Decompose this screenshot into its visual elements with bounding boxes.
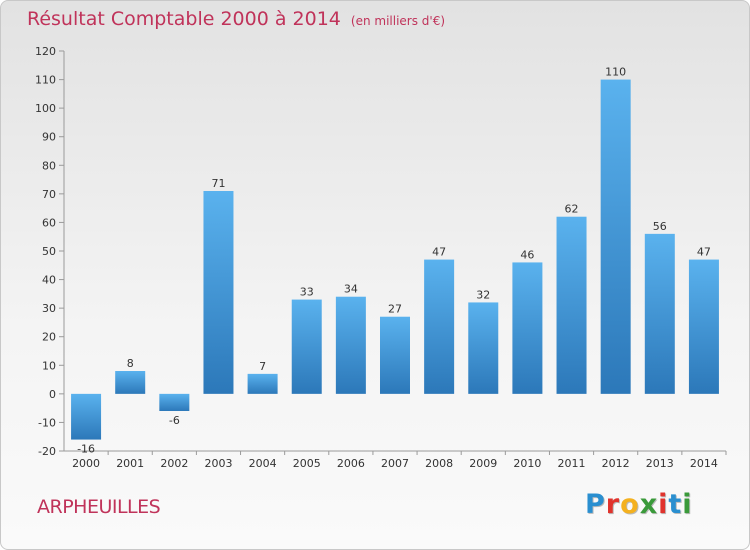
y-tick-label: 0	[49, 388, 56, 401]
y-tick-label: -20	[38, 445, 56, 458]
data-label: 62	[565, 203, 579, 216]
y-tick-label: 80	[42, 159, 56, 172]
y-tick-label: 70	[42, 188, 56, 201]
bar	[247, 373, 278, 394]
bar	[380, 316, 410, 394]
chart-title: Résultat Comptable 2000 à 2014 (en millie…	[27, 8, 445, 30]
x-tick-label: 2011	[558, 457, 586, 470]
y-tick-label: 30	[42, 302, 56, 315]
data-label: 33	[300, 286, 314, 299]
data-label: 56	[653, 220, 667, 233]
bar	[115, 371, 146, 394]
bar	[203, 191, 234, 394]
x-tick-label: 2013	[646, 457, 674, 470]
data-label: 47	[697, 246, 711, 259]
data-label: 7	[259, 360, 266, 373]
bar	[424, 259, 455, 394]
data-label: 32	[476, 288, 490, 301]
y-tick-label: 10	[42, 359, 56, 372]
data-label: 71	[211, 177, 225, 190]
x-tick-label: 2003	[204, 457, 232, 470]
bar	[291, 299, 322, 394]
bar	[468, 302, 499, 394]
place-name: ARPHEUILLES	[37, 496, 161, 518]
x-tick-label: 2004	[249, 457, 277, 470]
bar	[688, 259, 719, 394]
y-tick-label: 40	[42, 274, 56, 287]
x-tick-label: 2002	[160, 457, 188, 470]
logo-letter: o	[620, 489, 640, 520]
x-tick-label: 2007	[381, 457, 409, 470]
y-tick-label: 50	[42, 245, 56, 258]
y-tick-label: 20	[42, 331, 56, 344]
data-label: 46	[520, 248, 534, 261]
data-label: -6	[169, 414, 180, 427]
logo-letter: i	[682, 489, 693, 520]
bar	[71, 393, 102, 440]
y-tick-label: 120	[35, 45, 56, 58]
x-tick-label: 2012	[602, 457, 630, 470]
y-tick-label: 90	[42, 131, 56, 144]
y-tick-label: 110	[35, 74, 56, 87]
data-label: 110	[605, 66, 626, 79]
x-tick-label: 2006	[337, 457, 365, 470]
chart-subtitle: (en milliers d'€)	[350, 14, 446, 28]
title-text: Résultat Comptable 2000 à 2014	[27, 8, 341, 30]
logo-letter: t	[668, 489, 683, 520]
bar	[159, 393, 190, 411]
x-tick-label: 2009	[469, 457, 497, 470]
bar	[335, 296, 366, 394]
y-tick-label: -10	[38, 416, 56, 429]
data-label: -16	[77, 443, 95, 456]
logo-letter: i	[658, 489, 669, 520]
bar	[556, 216, 587, 394]
x-tick-label: 2008	[425, 457, 453, 470]
bar	[644, 233, 675, 394]
data-label: 47	[432, 246, 446, 259]
logo-letter: x	[639, 489, 659, 520]
data-label: 27	[388, 303, 402, 316]
bar	[512, 262, 543, 394]
x-tick-label: 2010	[513, 457, 541, 470]
y-tick-label: 60	[42, 216, 56, 229]
data-label: 8	[127, 357, 134, 370]
x-tick-label: 2014	[690, 457, 718, 470]
proxiti-logo: Proxiti	[585, 489, 693, 520]
bar	[600, 79, 631, 394]
x-tick-label: 2005	[293, 457, 321, 470]
data-label: 34	[344, 283, 358, 296]
logo-letter: r	[605, 489, 621, 520]
x-tick-label: 2000	[72, 457, 100, 470]
logo-letter: P	[585, 489, 606, 520]
x-tick-label: 2001	[116, 457, 144, 470]
y-tick-label: 100	[35, 102, 56, 115]
